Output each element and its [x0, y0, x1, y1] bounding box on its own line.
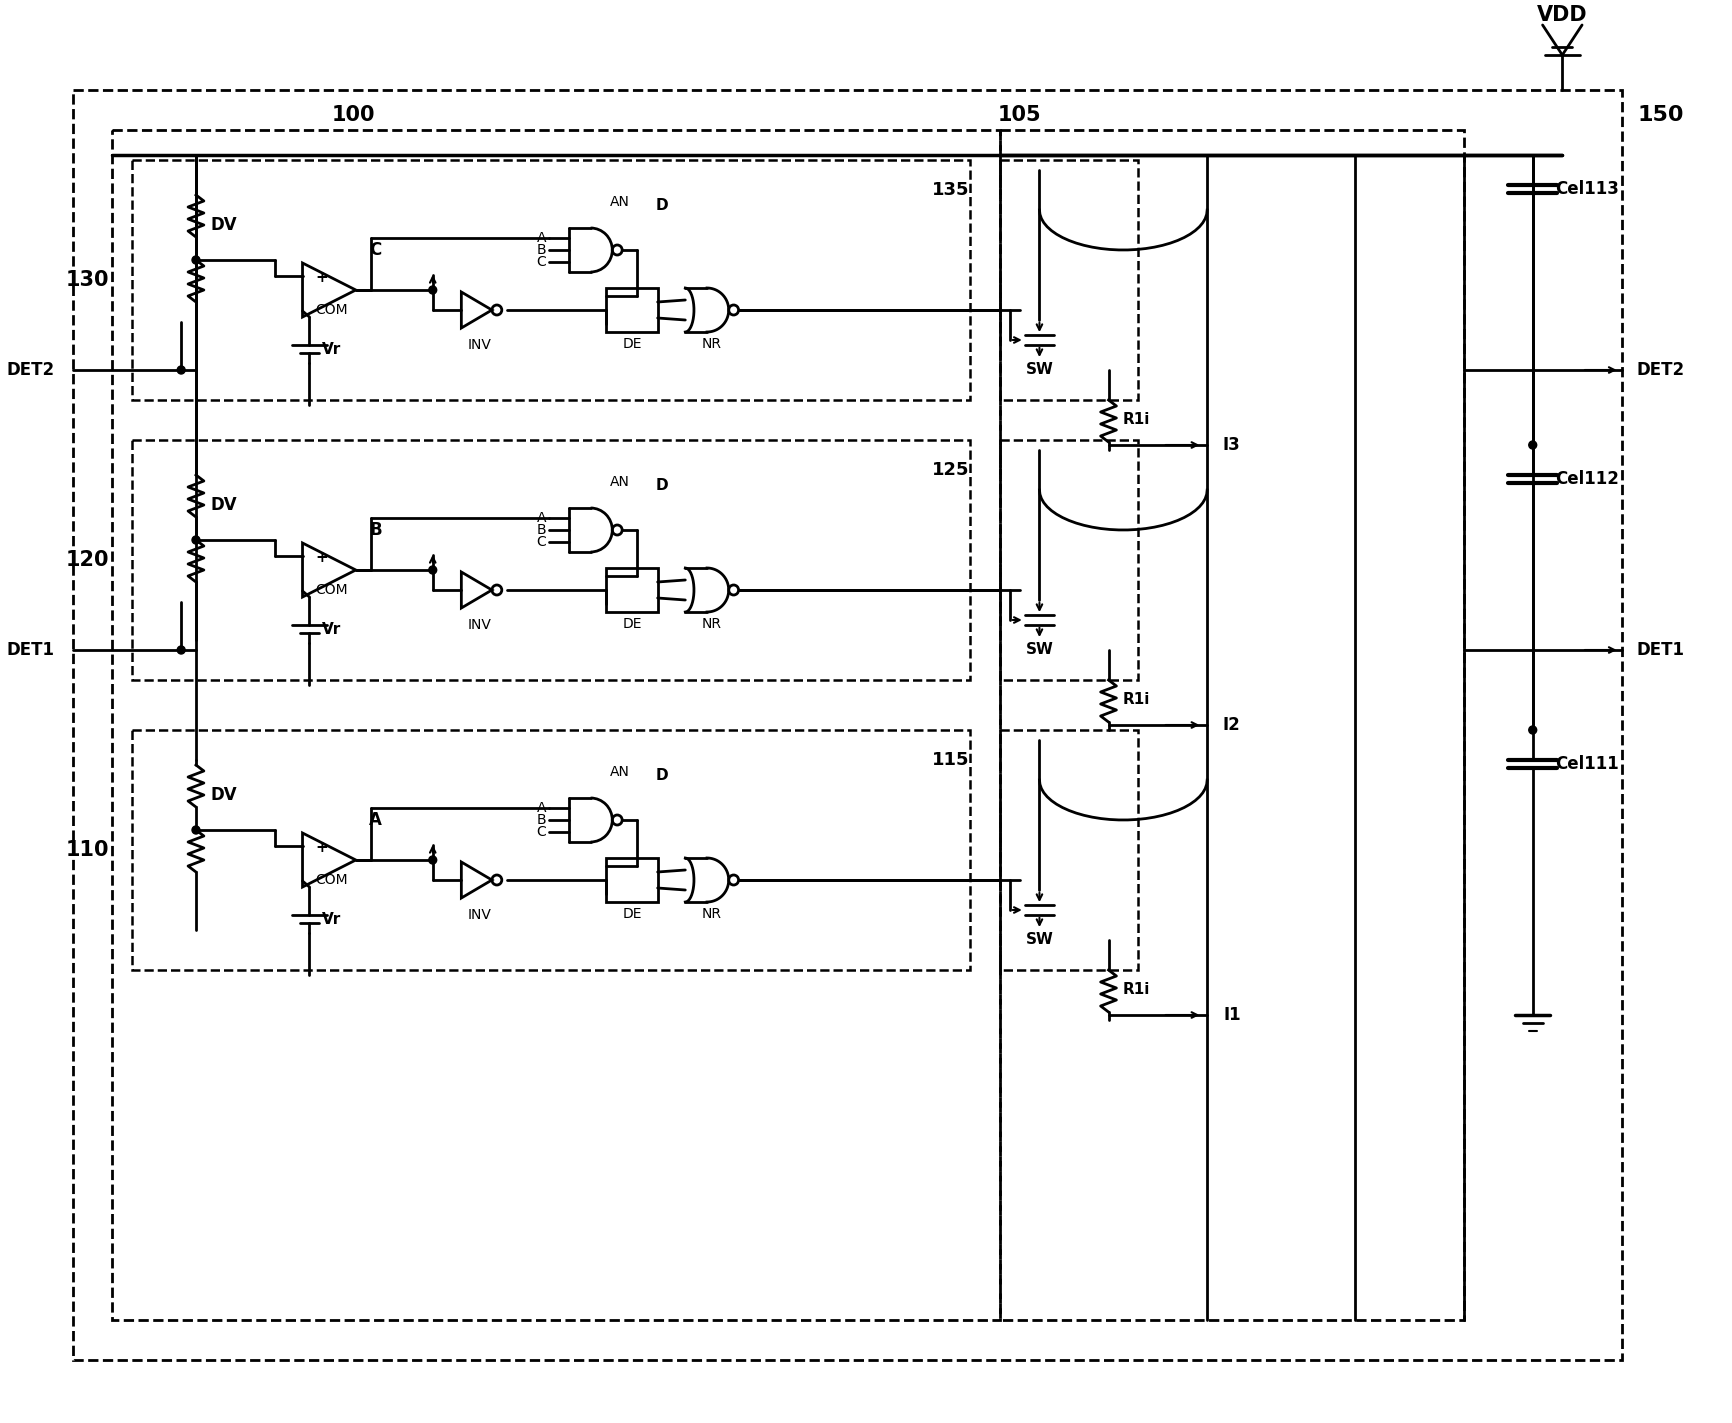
Text: 105: 105 — [998, 105, 1041, 125]
Text: SW: SW — [1025, 643, 1053, 657]
Text: INV: INV — [468, 908, 490, 922]
Text: D: D — [655, 198, 667, 212]
Text: +: + — [315, 841, 327, 855]
Text: 125: 125 — [932, 461, 968, 480]
Text: DV: DV — [210, 497, 237, 514]
Text: SW: SW — [1025, 363, 1053, 377]
Text: AN: AN — [610, 475, 630, 490]
Text: Cel111: Cel111 — [1554, 756, 1618, 773]
Text: COM: COM — [315, 583, 346, 598]
Text: A: A — [537, 801, 546, 815]
Bar — [606, 287, 656, 332]
Text: 135: 135 — [932, 181, 968, 199]
Bar — [606, 858, 656, 902]
Text: 115: 115 — [932, 751, 968, 768]
Text: NR: NR — [701, 618, 722, 630]
Bar — [113, 129, 999, 1321]
Bar — [606, 568, 656, 612]
Text: C: C — [537, 255, 546, 269]
Bar — [999, 440, 1138, 680]
Text: COM: COM — [315, 872, 346, 887]
Bar — [132, 730, 970, 970]
Text: INV: INV — [468, 618, 490, 632]
Text: DV: DV — [210, 216, 237, 233]
Text: AN: AN — [610, 195, 630, 209]
Text: DE: DE — [622, 337, 641, 351]
Circle shape — [192, 536, 199, 544]
Bar — [132, 440, 970, 680]
Bar — [132, 159, 970, 400]
Text: B: B — [537, 243, 546, 258]
Circle shape — [192, 825, 199, 834]
Text: C: C — [537, 535, 546, 549]
Text: Cel112: Cel112 — [1554, 470, 1618, 488]
Text: VDD: VDD — [1536, 6, 1587, 26]
Text: DET1: DET1 — [7, 640, 55, 659]
Text: B: B — [369, 521, 381, 539]
Bar — [999, 730, 1138, 970]
Text: 120: 120 — [66, 551, 109, 571]
Text: DET1: DET1 — [1637, 640, 1684, 659]
Text: R1i: R1i — [1122, 982, 1148, 998]
Circle shape — [1528, 441, 1536, 450]
Text: 130: 130 — [66, 270, 109, 290]
Text: 100: 100 — [333, 105, 376, 125]
Text: AN: AN — [610, 766, 630, 778]
Text: DET2: DET2 — [7, 361, 55, 379]
Text: 150: 150 — [1637, 105, 1684, 125]
Text: B: B — [537, 813, 546, 827]
Bar — [999, 129, 1464, 1321]
Text: R1i: R1i — [1122, 413, 1148, 427]
Text: NR: NR — [701, 906, 722, 921]
Text: 110: 110 — [66, 840, 109, 859]
Circle shape — [177, 366, 185, 374]
Text: NR: NR — [701, 337, 722, 351]
Text: A: A — [537, 511, 546, 525]
Circle shape — [428, 286, 436, 295]
Bar — [73, 90, 1621, 1360]
Circle shape — [177, 646, 185, 655]
Text: I3: I3 — [1223, 435, 1240, 454]
Text: C: C — [537, 825, 546, 840]
Text: +: + — [315, 551, 327, 565]
Text: DE: DE — [622, 906, 641, 921]
Text: DE: DE — [622, 618, 641, 630]
Text: B: B — [537, 524, 546, 536]
Circle shape — [428, 857, 436, 864]
Text: Vr: Vr — [322, 622, 341, 636]
Text: DV: DV — [210, 785, 237, 804]
Text: R1i: R1i — [1122, 693, 1148, 707]
Text: I1: I1 — [1223, 1006, 1240, 1025]
Text: +: + — [315, 270, 327, 286]
Text: Vr: Vr — [322, 342, 341, 357]
Text: Vr: Vr — [322, 912, 341, 926]
Text: COM: COM — [315, 303, 346, 317]
Text: INV: INV — [468, 339, 490, 351]
Circle shape — [428, 566, 436, 573]
Text: A: A — [537, 231, 546, 245]
Text: C: C — [369, 240, 381, 259]
Text: I2: I2 — [1223, 716, 1240, 734]
Text: Cel113: Cel113 — [1554, 179, 1618, 198]
Circle shape — [192, 256, 199, 265]
Text: D: D — [655, 478, 667, 492]
Text: DET2: DET2 — [1637, 361, 1684, 379]
Bar — [999, 159, 1138, 400]
Text: SW: SW — [1025, 932, 1053, 948]
Text: A: A — [369, 811, 381, 830]
Circle shape — [1528, 726, 1536, 734]
Text: D: D — [655, 767, 667, 783]
